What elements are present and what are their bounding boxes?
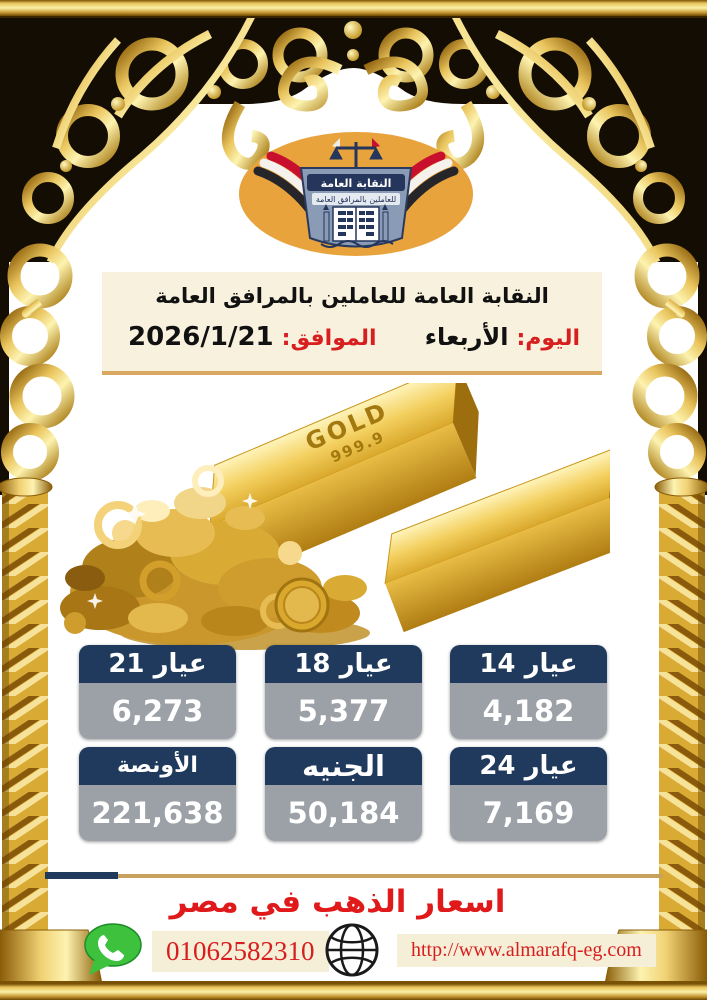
karat-price: 4,182: [450, 683, 607, 739]
karat-price: 221,638: [79, 785, 236, 841]
whatsapp-icon[interactable]: [80, 920, 146, 978]
org-title: النقابة العامة للعاملين بالمرافق العامة: [155, 284, 549, 308]
day-group: اليوم: الأربعاء: [425, 323, 580, 351]
emblem-subtitle-text: للعاملين بالمرافق العامة: [316, 195, 396, 204]
footer-title: اسعار الذهب في مصر: [169, 884, 506, 920]
frame-corner-right: [451, 14, 707, 264]
price-card-karat-18: عيار 18 5,377: [265, 645, 422, 739]
gold-coin: [274, 577, 330, 633]
karat-label: عيار 18: [265, 645, 422, 683]
gold-bar-front: GOLD 999.9: [209, 383, 479, 582]
frame-top-bar: [0, 0, 707, 16]
website-link[interactable]: http://www.almarafq-eg.com: [397, 934, 656, 967]
footer-divider-navy: [45, 872, 118, 879]
day-value: الأربعاء: [424, 323, 509, 351]
karat-price: 7,169: [450, 785, 607, 841]
gold-bar-back: [384, 447, 610, 633]
karat-price: 5,377: [265, 683, 422, 739]
karat-label: الأونصة: [79, 747, 236, 785]
footer-divider-tan: [118, 874, 663, 878]
globe-icon: [325, 923, 379, 977]
karat-label: عيار 24: [450, 747, 607, 785]
karat-price: 6,273: [79, 683, 236, 739]
emblem-banner-text: النقابة العامة: [321, 177, 392, 190]
jewelry-pile: [60, 465, 367, 645]
phone-number[interactable]: 01062582310: [152, 931, 329, 972]
date-row: اليوم: الأربعاء الموافق: 2026/1/21: [102, 308, 602, 352]
date-group: الموافق: 2026/1/21: [128, 322, 377, 352]
karat-label: عيار 14: [450, 645, 607, 683]
price-card-pound: الجنيه 50,184: [265, 747, 422, 841]
info-panel: النقابة العامة للعاملين بالمرافق العامة …: [102, 272, 602, 375]
date-label: الموافق:: [281, 326, 377, 351]
price-card-karat-24: عيار 24 7,169: [450, 747, 607, 841]
union-emblem: النقابة العامة للعاملين بالمرافق العامة: [299, 138, 413, 248]
price-card-karat-21: عيار 21 6,273: [79, 645, 236, 739]
union-logo: النقابة العامة للعاملين بالمرافق العامة: [239, 132, 473, 256]
day-label: اليوم:: [516, 326, 581, 351]
karat-price: 50,184: [265, 785, 422, 841]
frame-corner-left: [0, 14, 256, 264]
frame-bottom-bar: [0, 984, 707, 1000]
scales-of-justice-icon: [329, 138, 383, 168]
frame-column-left: [0, 243, 103, 985]
price-card-karat-14: عيار 14 4,182: [450, 645, 607, 739]
gold-bars-jewelry-image: GOLD 999.9: [60, 383, 610, 650]
karat-label: عيار 21: [79, 645, 236, 683]
price-card-ounce: الأونصة 221,638: [79, 747, 236, 841]
karat-label: الجنيه: [265, 747, 422, 785]
emblem-building: [323, 204, 389, 242]
date-value: 2026/1/21: [128, 322, 274, 352]
